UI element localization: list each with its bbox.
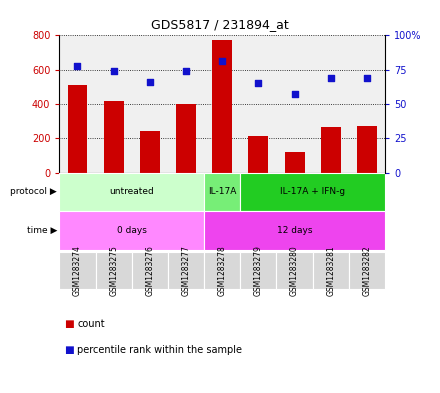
Bar xyxy=(59,173,204,211)
Point xyxy=(147,79,154,85)
Bar xyxy=(249,136,268,173)
Text: GSM1283276: GSM1283276 xyxy=(145,245,154,296)
Bar xyxy=(204,173,240,211)
Bar xyxy=(285,152,304,173)
Point xyxy=(255,80,262,86)
Text: count: count xyxy=(77,319,105,329)
Bar xyxy=(140,130,160,173)
Text: 12 days: 12 days xyxy=(277,226,312,235)
Bar xyxy=(276,252,313,289)
Bar xyxy=(104,101,124,173)
Bar xyxy=(321,127,341,173)
Point xyxy=(110,68,117,74)
Bar xyxy=(176,104,196,173)
Text: IL-17A + IFN-g: IL-17A + IFN-g xyxy=(280,187,345,196)
Text: GSM1283281: GSM1283281 xyxy=(326,245,335,296)
Text: ■: ■ xyxy=(64,319,73,329)
Bar xyxy=(59,211,204,250)
Bar xyxy=(240,173,385,211)
Bar xyxy=(132,252,168,289)
Bar xyxy=(168,252,204,289)
Point xyxy=(74,62,81,69)
Bar xyxy=(313,252,349,289)
Text: GSM1283278: GSM1283278 xyxy=(218,245,227,296)
Point xyxy=(327,75,334,81)
Bar xyxy=(349,252,385,289)
Text: GSM1283274: GSM1283274 xyxy=(73,245,82,296)
Text: ■: ■ xyxy=(64,345,73,355)
Bar xyxy=(357,126,377,173)
Text: GSM1283277: GSM1283277 xyxy=(182,245,191,296)
Text: IL-17A: IL-17A xyxy=(208,187,236,196)
Point xyxy=(363,75,370,81)
Text: GSM1283275: GSM1283275 xyxy=(109,245,118,296)
Text: GSM1283282: GSM1283282 xyxy=(363,245,371,296)
Text: protocol ▶: protocol ▶ xyxy=(11,187,57,196)
Point xyxy=(183,68,190,74)
Text: untreated: untreated xyxy=(110,187,154,196)
Bar xyxy=(212,40,232,173)
Text: 0 days: 0 days xyxy=(117,226,147,235)
Text: GSM1283279: GSM1283279 xyxy=(254,245,263,296)
Text: time ▶: time ▶ xyxy=(27,226,57,235)
Bar xyxy=(95,252,132,289)
Text: percentile rank within the sample: percentile rank within the sample xyxy=(77,345,242,355)
Bar xyxy=(59,252,95,289)
Text: GDS5817 / 231894_at: GDS5817 / 231894_at xyxy=(151,18,289,31)
Bar xyxy=(240,252,276,289)
Bar xyxy=(68,85,88,173)
Bar xyxy=(204,252,240,289)
Point xyxy=(219,58,226,64)
Point xyxy=(291,91,298,97)
Bar xyxy=(204,211,385,250)
Text: GSM1283280: GSM1283280 xyxy=(290,245,299,296)
